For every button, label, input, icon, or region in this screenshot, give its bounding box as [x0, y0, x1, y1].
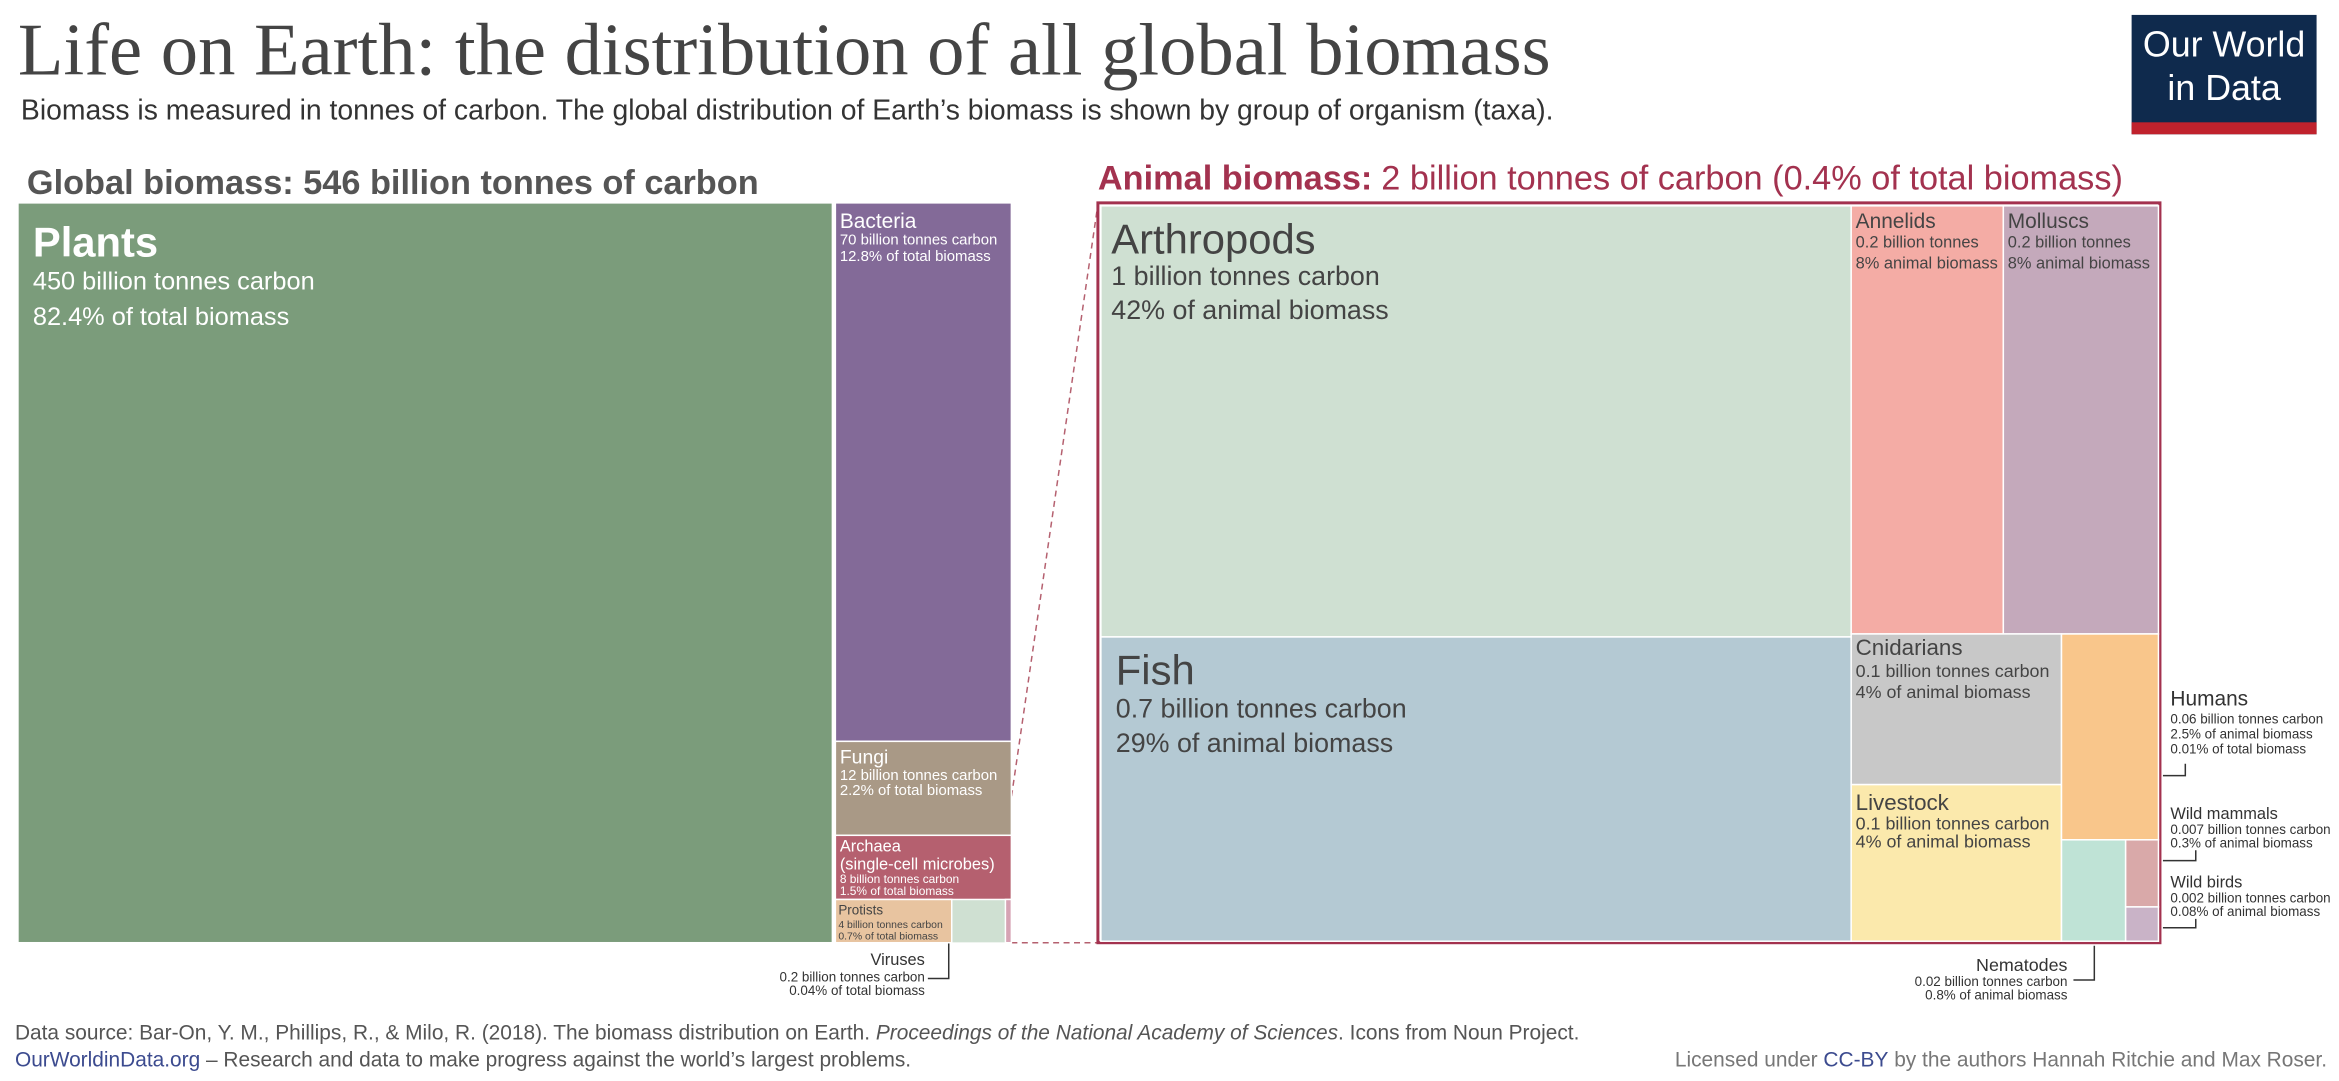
cell-label: 0.7% of total biomass	[838, 932, 938, 943]
treemap-cell	[834, 898, 953, 944]
leader	[2162, 850, 2197, 862]
panel-total: 2 billion tonnes of carbon (0.4% of tota…	[1381, 159, 2123, 197]
panel-title: Global biomass: 546 billion tonnes of ca…	[27, 164, 759, 202]
cell-name: Fungi	[840, 747, 888, 769]
leader	[2073, 945, 2096, 981]
treemap-cell	[1850, 633, 2063, 786]
cell-name: Humans	[2170, 688, 2248, 711]
cell-label: 0.02 billion tonnes carbon	[1915, 974, 2068, 989]
license-text: Licensed under	[1675, 1049, 1824, 1072]
cell-name: Archaea	[840, 838, 902, 856]
cell-name: Molluscs	[2008, 210, 2089, 233]
cell-label: 450 billion tonnes carbon	[33, 267, 315, 295]
cell-label: 8 billion tonnes carbon	[840, 872, 959, 886]
cell-label: 29% of animal biomass	[1116, 728, 1393, 758]
treemap-cell	[1100, 205, 1852, 638]
treemap-cell	[1100, 636, 1852, 942]
cell-label: 0.04% of total biomass	[789, 983, 925, 998]
cell-name: Cnidarians	[1856, 635, 1963, 660]
panel-frame	[1096, 201, 2162, 945]
cell-name: Arthropods	[1111, 216, 1315, 263]
panel-title: Animal biomass: 2 billion tonnes of carbo…	[1098, 159, 2123, 197]
title: Life on Earth: the distribution of all g…	[18, 10, 1551, 92]
cell-label: 0.01% of total biomass	[2170, 741, 2306, 756]
logo-text: Our World	[2143, 25, 2305, 65]
treemap-cell	[834, 740, 1013, 837]
cell-label: 0.1 billion tonnes carbon	[1856, 661, 2050, 681]
cell-label: 0.08% of animal biomass	[2170, 904, 2320, 919]
cell-label: 70 billion tonnes carbon	[840, 233, 997, 249]
cell-name: Wild birds	[2170, 874, 2242, 892]
treemap-cell	[1004, 898, 1013, 944]
treemap-cell	[2124, 906, 2160, 942]
license-text: by the authors Hannah Ritchie and Max Ro…	[1888, 1049, 2327, 1072]
license-link[interactable]: CC-BY	[1823, 1049, 1888, 1072]
cell-label: 0.1 billion tonnes carbon	[1856, 813, 2050, 833]
treemap-cell	[2002, 205, 2160, 635]
logo-text: in Data	[2167, 68, 2280, 108]
cell-label: 0.007 billion tonnes carbon	[2170, 822, 2330, 837]
zoom-line	[995, 204, 1099, 900]
source-text: Data source: Bar-On, Y. M., Phillips, R.…	[15, 1022, 876, 1045]
cell-name: Protists	[838, 902, 883, 917]
site-line: OurWorldinData.org – Research and data t…	[15, 1049, 911, 1072]
cell-label: 8% animal biomass	[2008, 254, 2150, 272]
cell-label: 0.002 billion tonnes carbon	[2170, 890, 2330, 905]
cell-label: 0.8% of animal biomass	[1925, 987, 2068, 1002]
leader	[927, 942, 950, 980]
cell-label: 4 billion tonnes carbon	[838, 920, 943, 931]
cell-label: 0.2 billion tonnes carbon	[780, 970, 925, 985]
cell-label: 1.5% of total biomass	[840, 884, 954, 898]
panel-title-label: Animal biomass:	[1098, 159, 1372, 197]
logo-box	[2131, 14, 2317, 135]
source-journal: Proceedings of the National Academy of S…	[876, 1022, 1339, 1045]
cell-name: Viruses	[871, 951, 925, 969]
cell-name: Plants	[33, 219, 158, 266]
cell-label: 8% animal biomass	[1856, 254, 1998, 272]
cell-note: (single-cell microbes)	[840, 856, 995, 874]
cell-label: 2.5% of animal biomass	[2170, 726, 2313, 741]
cell-label: 12 billion tonnes carbon	[840, 768, 997, 784]
source-text: . Icons from Noun Project.	[1338, 1022, 1579, 1045]
cell-name: Nematodes	[1976, 955, 2067, 975]
cell-label: 0.06 billion tonnes carbon	[2170, 711, 2323, 726]
treemap-cell	[2060, 839, 2127, 942]
site-link[interactable]: OurWorldinData.org	[15, 1049, 200, 1072]
cell-label: 42% of animal biomass	[1111, 295, 1388, 325]
leader	[2162, 918, 2197, 929]
cell-label: 4% of animal biomass	[1856, 682, 2031, 702]
animal-group	[951, 899, 1006, 944]
cell-label: 82.4% of total biomass	[33, 303, 289, 331]
cell-label: 2.2% of total biomass	[840, 783, 983, 799]
logo-bar	[2131, 122, 2317, 135]
cell-label: 4% of animal biomass	[1856, 831, 2031, 851]
subtitle: Biomass is measured in tonnes of carbon.…	[21, 94, 1554, 126]
cell-name: Fish	[1116, 647, 1195, 694]
leader	[2162, 763, 2187, 777]
cell-name: Wild mammals	[2170, 805, 2277, 823]
tagline: – Research and data to make progress aga…	[200, 1049, 911, 1072]
treemap-cell	[834, 834, 1013, 901]
cell-label: 12.8% of total biomass	[840, 249, 991, 265]
cell-name: Livestock	[1856, 790, 1950, 815]
treemap-cell	[1850, 205, 2005, 635]
source: Data source: Bar-On, Y. M., Phillips, R.…	[15, 1022, 1579, 1045]
treemap-cell	[2124, 839, 2160, 908]
cell-label: 0.2 billion tonnes	[1856, 234, 1979, 252]
cell-label: 0.2 billion tonnes	[2008, 234, 2131, 252]
cell-name: Bacteria	[840, 210, 917, 233]
treemap-cell	[17, 202, 834, 944]
cell-label: 1 billion tonnes carbon	[1111, 261, 1379, 291]
treemap-cell	[834, 202, 1013, 743]
cell-name: Annelids	[1856, 210, 1936, 233]
cell-label: 0.3% of animal biomass	[2170, 835, 2313, 850]
license: Licensed under CC-BY by the authors Hann…	[1675, 1049, 2327, 1072]
treemap-cell	[1850, 783, 2063, 942]
treemap-cell	[2060, 633, 2160, 841]
cell-label: 0.7 billion tonnes carbon	[1116, 693, 1407, 723]
